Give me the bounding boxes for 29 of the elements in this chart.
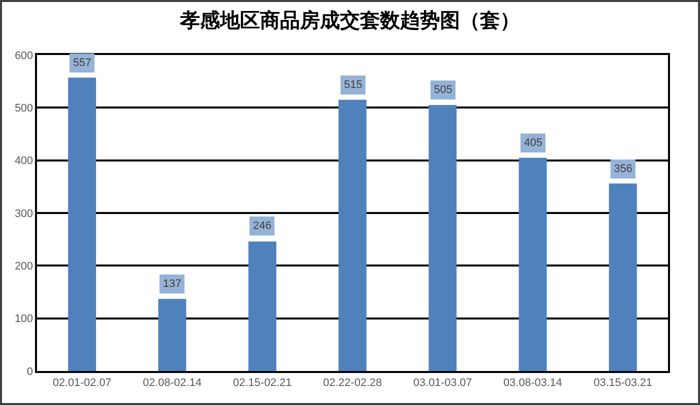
bar bbox=[248, 241, 276, 371]
chart-title: 孝感地区商品房成交套数趋势图（套） bbox=[179, 9, 520, 32]
bar bbox=[338, 100, 366, 371]
y-tick-label: 300 bbox=[14, 208, 34, 220]
bar bbox=[428, 105, 457, 371]
x-tick-label: 03.01-03.07 bbox=[413, 376, 472, 389]
y-tick-label: 0 bbox=[26, 366, 34, 378]
y-tick-label: 400 bbox=[14, 155, 34, 168]
data-label: 505 bbox=[434, 84, 452, 96]
data-label: 246 bbox=[253, 220, 272, 232]
x-tick-label: 02.01-02.07 bbox=[52, 376, 112, 389]
bar bbox=[158, 298, 186, 371]
data-label: 356 bbox=[614, 163, 632, 175]
x-tick-label: 02.15-02.21 bbox=[233, 376, 292, 389]
y-tick-label: 500 bbox=[14, 102, 34, 115]
bar bbox=[518, 158, 547, 371]
data-label: 557 bbox=[73, 57, 92, 69]
x-tick-label: 03.08-03.14 bbox=[503, 376, 562, 389]
x-tick-label: 03.15-03.21 bbox=[594, 376, 652, 389]
y-tick-label: 100 bbox=[14, 313, 34, 326]
data-label: 515 bbox=[344, 79, 362, 91]
y-tick-label: 600 bbox=[14, 50, 34, 62]
bar bbox=[68, 78, 96, 371]
y-tick-label: 200 bbox=[14, 260, 34, 273]
data-label: 137 bbox=[163, 278, 182, 290]
x-tick-label: 02.22-02.28 bbox=[323, 376, 382, 389]
bar bbox=[608, 184, 637, 371]
x-tick-label: 02.08-02.14 bbox=[142, 376, 202, 389]
data-label: 405 bbox=[524, 137, 542, 149]
